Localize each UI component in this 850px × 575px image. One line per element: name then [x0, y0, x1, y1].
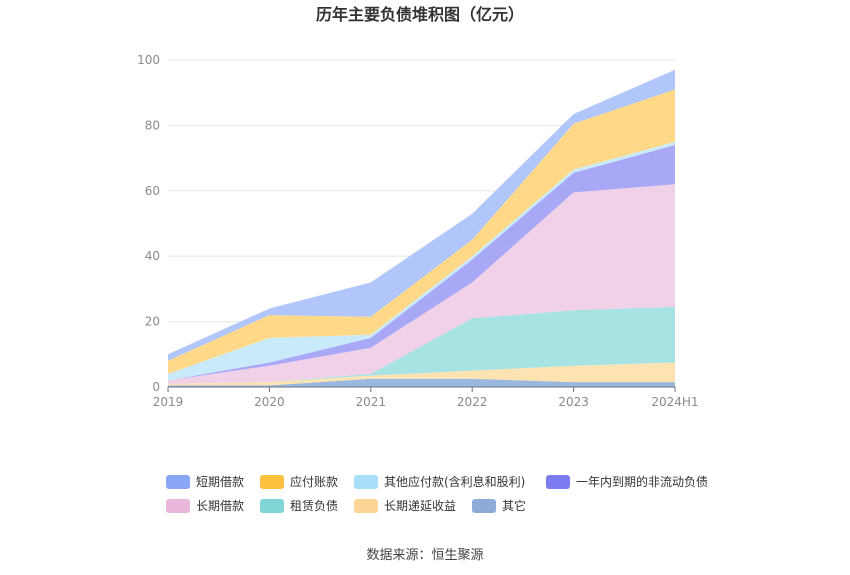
legend-swatch — [166, 499, 190, 513]
x-tick-label: 2022 — [457, 395, 488, 409]
legend-label: 长期借款 — [196, 499, 244, 513]
legend-swatch — [166, 475, 190, 489]
x-tick-label: 2024H1 — [651, 395, 698, 409]
legend-swatch — [472, 499, 496, 513]
x-tick-label: 2019 — [153, 395, 184, 409]
legend-label: 长期递延收益 — [384, 499, 456, 513]
legend-item-7[interactable]: 其它 — [472, 498, 526, 513]
legend-item-1[interactable]: 应付账款 — [260, 474, 338, 489]
legend-item-3[interactable]: 一年内到期的非流动负债 — [546, 474, 708, 489]
y-tick-label: 80 — [145, 118, 160, 132]
legend-label: 租赁负债 — [290, 499, 338, 513]
legend-swatch — [546, 475, 570, 489]
legend-item-2[interactable]: 其他应付款(含利息和股利) — [354, 474, 525, 489]
legend-item-4[interactable]: 长期借款 — [166, 499, 244, 513]
y-tick-label: 40 — [145, 249, 160, 263]
axes: 0 20 40 60 80 100 2019 2020 2021 2022 2023 2024H1 — [137, 53, 699, 409]
legend-label: 其他应付款(含利息和股利) — [384, 474, 525, 489]
x-tick-label: 2021 — [356, 395, 387, 409]
data-source: 数据来源：恒生聚源 — [366, 548, 483, 563]
legend-item-6[interactable]: 长期递延收益 — [354, 499, 456, 513]
y-tick-label: 100 — [137, 53, 160, 67]
legend-label: 应付账款 — [290, 474, 338, 489]
area-series-7[interactable] — [168, 69, 675, 361]
area-series-1[interactable] — [168, 362, 675, 386]
legend-label: 其它 — [502, 498, 526, 513]
y-tick-label: 20 — [145, 315, 160, 329]
legend-swatch — [354, 475, 378, 489]
area-series-5[interactable] — [168, 141, 675, 381]
area-series — [168, 69, 675, 387]
legend-swatch — [260, 475, 284, 489]
legend-swatch — [260, 499, 284, 513]
area-series-4[interactable] — [168, 145, 675, 381]
legend-swatch — [354, 499, 378, 513]
area-series-6[interactable] — [168, 89, 675, 374]
area-series-0[interactable] — [168, 378, 675, 387]
y-tick-label: 60 — [145, 184, 160, 198]
legend-label: 短期借款 — [196, 475, 244, 489]
area-series-2[interactable] — [168, 306, 675, 384]
legend-item-0[interactable]: 短期借款 — [166, 475, 244, 489]
y-tick-label: 0 — [152, 380, 160, 394]
chart-title: 历年主要负债堆积图（亿元） — [316, 5, 524, 24]
legend-item-5[interactable]: 租赁负债 — [260, 499, 338, 513]
area-series-3[interactable] — [168, 184, 675, 384]
x-tick-label: 2020 — [254, 395, 285, 409]
legend-label: 一年内到期的非流动负债 — [576, 474, 708, 489]
x-tick-label: 2023 — [558, 395, 589, 409]
